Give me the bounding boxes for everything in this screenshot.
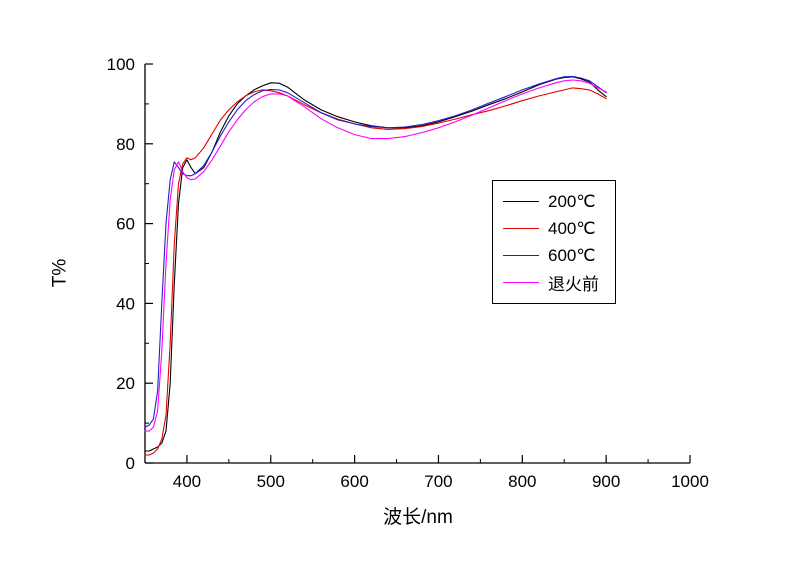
legend-item: 退火前 bbox=[503, 269, 599, 296]
y-axis-label: T% bbox=[49, 258, 71, 288]
legend-line-sample bbox=[503, 228, 539, 229]
x-tick-label: 600 bbox=[340, 472, 368, 491]
y-tick-label: 0 bbox=[126, 454, 135, 473]
legend-line-sample bbox=[503, 201, 539, 202]
y-tick-label: 100 bbox=[107, 55, 135, 74]
y-tick-label: 60 bbox=[116, 215, 135, 234]
legend-item: 200℃ bbox=[503, 188, 599, 215]
y-tick-label: 40 bbox=[116, 294, 135, 313]
legend: 200℃ 400℃ 600℃ 退火前 bbox=[492, 180, 616, 304]
x-tick-label: 400 bbox=[173, 472, 201, 491]
legend-label: 400℃ bbox=[548, 218, 596, 238]
x-tick-label: 1000 bbox=[671, 472, 709, 491]
x-tick-label: 800 bbox=[508, 472, 536, 491]
legend-line-sample bbox=[503, 255, 539, 256]
legend-item: 600℃ bbox=[503, 242, 599, 269]
legend-item: 400℃ bbox=[503, 215, 599, 242]
series-line-400℃ bbox=[144, 87, 607, 456]
y-tick-label: 80 bbox=[116, 135, 135, 154]
x-tick-label: 500 bbox=[257, 472, 285, 491]
legend-label: 600℃ bbox=[548, 245, 596, 265]
legend-label: 200℃ bbox=[548, 191, 596, 211]
y-tick-label: 20 bbox=[116, 374, 135, 393]
x-tick-label: 900 bbox=[592, 472, 620, 491]
x-axis-label: 波长/nm bbox=[383, 507, 453, 528]
x-tick-label: 700 bbox=[424, 472, 452, 491]
series-line-200℃ bbox=[144, 76, 607, 452]
legend-line-sample bbox=[503, 282, 539, 283]
legend-label: 退火前 bbox=[548, 275, 599, 294]
series-line-退火前 bbox=[144, 79, 607, 432]
